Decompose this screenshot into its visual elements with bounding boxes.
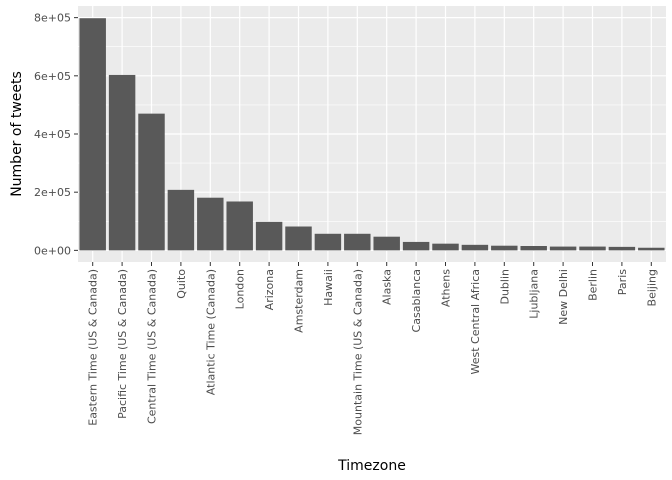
x-axis-title: Timezone [337,458,406,474]
x-tick-label: Mountain Time (US & Canada) [351,269,364,435]
bar-7 [285,226,312,251]
y-axis: 0e+00 2e+05 4e+05 6e+05 8e+05 [34,12,78,257]
bar-10 [373,236,400,251]
bar-18 [608,246,636,251]
bar-11 [402,241,430,251]
y-axis-title: Number of tweets [9,71,25,197]
bar-14 [491,245,518,251]
x-tick-label: Quito [175,269,188,299]
bar-8 [314,233,342,251]
x-tick-label: Alaska [381,269,394,305]
bar-0 [79,18,106,251]
x-axis: Eastern Time (US & Canada) Pacific Time (… [87,262,658,435]
bar-15 [520,246,547,251]
x-tick-label: Pacific Time (US & Canada) [116,269,129,419]
bar-1 [108,74,136,251]
bars-group [79,18,665,251]
bar-2 [138,113,165,251]
bar-13 [461,244,489,251]
x-tick-label: Casablanca [410,269,423,332]
y-tick-label: 8e+05 [34,12,71,25]
x-tick-label: West Central Africa [469,269,482,374]
bar-3 [167,189,195,251]
bar-5 [226,201,253,251]
x-tick-label: Beijing [645,269,658,306]
y-tick-label: 2e+05 [34,186,71,199]
x-tick-label: Atlantic Time (Canada) [204,269,217,395]
x-tick-label: Dublin [498,269,511,305]
bar-17 [579,246,606,251]
x-tick-label: London [234,269,247,309]
y-tick-label: 4e+05 [34,128,71,141]
bar-9 [344,233,371,251]
x-tick-label: Berlin [587,269,600,301]
bar-4 [197,197,224,251]
x-tick-label: Amsterdam [293,269,306,333]
x-tick-label: Arizona [263,269,276,310]
y-tick-label: 0e+00 [34,244,71,257]
x-tick-label: Paris [616,269,629,295]
x-tick-label: New Delhi [557,269,570,325]
bar-19 [638,247,665,251]
x-tick-label: Central Time (US & Canada) [146,269,159,424]
x-tick-label: Hawaii [322,269,335,306]
bar-6 [255,221,283,251]
bar-16 [549,246,577,251]
bar-12 [432,243,459,251]
x-tick-label: Ljubljana [528,269,541,319]
y-tick-label: 6e+05 [34,70,71,83]
x-tick-label: Eastern Time (US & Canada) [87,269,100,426]
x-tick-label: Athens [440,269,453,307]
